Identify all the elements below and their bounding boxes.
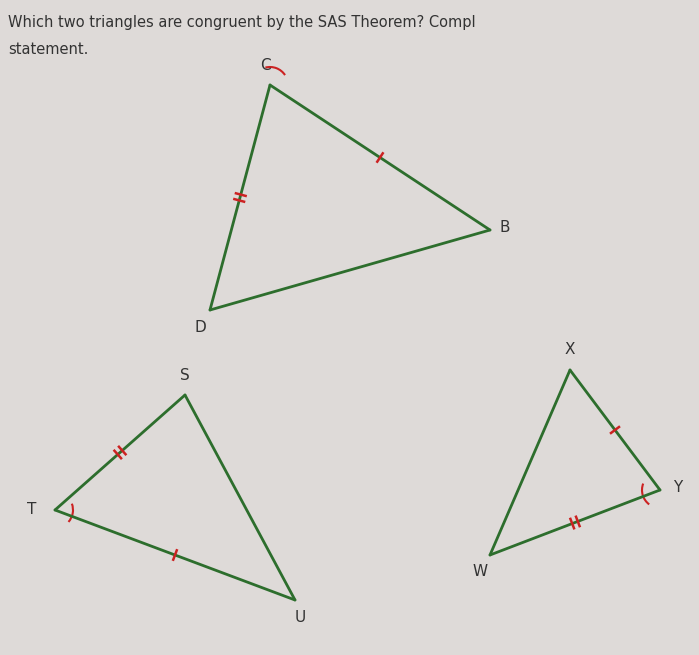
Text: S: S	[180, 367, 190, 383]
Text: C: C	[260, 58, 271, 73]
Text: Which two triangles are congruent by the SAS Theorem? Compl: Which two triangles are congruent by the…	[8, 14, 475, 29]
Text: statement.: statement.	[8, 43, 88, 58]
Text: X: X	[565, 343, 575, 358]
Text: Y: Y	[673, 481, 683, 495]
Text: B: B	[500, 221, 510, 236]
Text: T: T	[27, 502, 36, 517]
Text: W: W	[473, 565, 488, 580]
Text: D: D	[194, 320, 206, 335]
Text: U: U	[294, 610, 305, 626]
